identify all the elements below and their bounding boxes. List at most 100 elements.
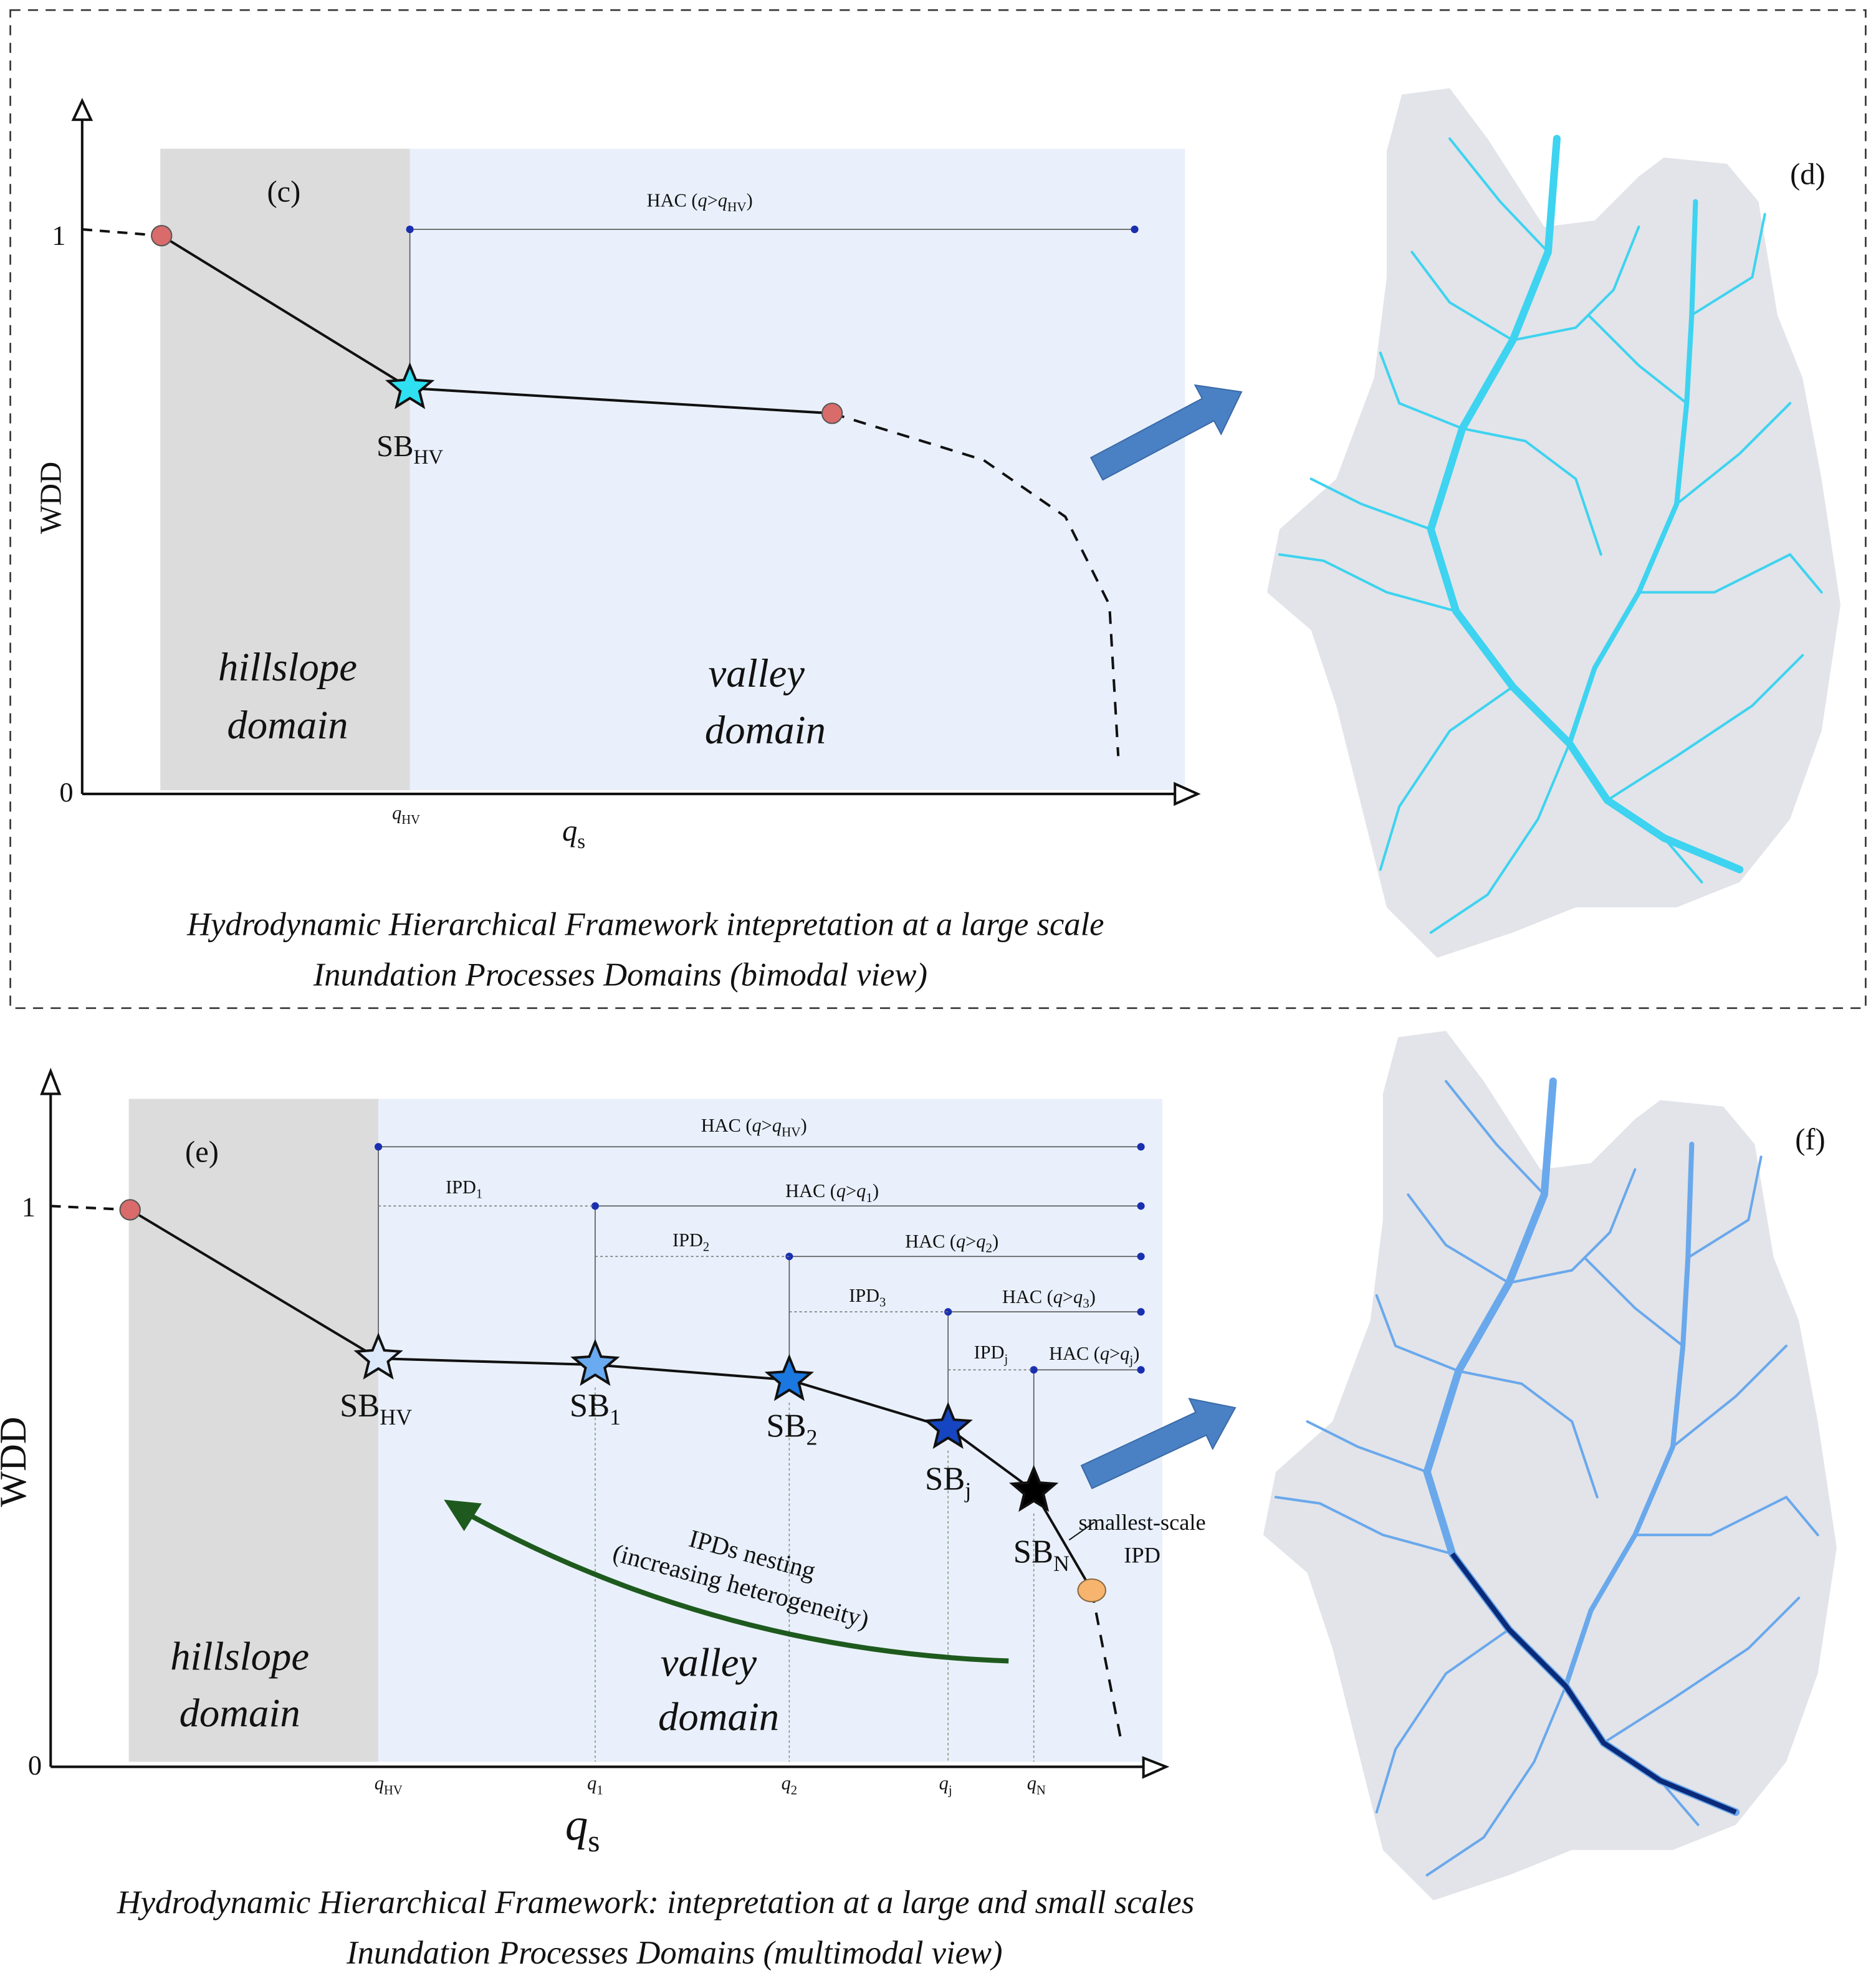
axis-arrow [71, 98, 93, 122]
label-main: IPD [446, 1177, 476, 1198]
label-sub: s [577, 831, 585, 853]
hac-part: q [718, 190, 727, 211]
label-main: SB [766, 1408, 806, 1444]
hac-label: HAC (q>qHV) [647, 190, 753, 215]
star-label: SB1 [570, 1388, 621, 1429]
hac-part: HAC ( [701, 1115, 752, 1136]
label-sub: N [1036, 1783, 1046, 1797]
label-sub: 2 [791, 1783, 797, 1797]
label: domain [227, 702, 348, 747]
hac-part: 1 [866, 1190, 873, 1205]
hac-part: q [836, 1180, 846, 1201]
label-sub: HV [380, 1405, 412, 1429]
hac-part: q [752, 1115, 761, 1136]
point [1077, 1578, 1106, 1603]
label-main: q [392, 803, 401, 824]
hac-part: HAC ( [905, 1231, 956, 1252]
dashed-curve [82, 228, 161, 237]
label-main: q [1027, 1773, 1036, 1794]
x-tick-label: qj [939, 1773, 952, 1798]
label: domain [705, 707, 826, 752]
x-tick-label: qHV [392, 803, 420, 828]
label-main: q [939, 1773, 949, 1794]
hac-part: 3 [1083, 1296, 1089, 1311]
x-tick-label: qN [1027, 1773, 1046, 1798]
label-main: SB [1013, 1534, 1053, 1570]
label: hillslope [170, 1634, 309, 1679]
x-tick-label: q1 [587, 1773, 603, 1798]
label: domain [658, 1694, 779, 1739]
panel-label: (e) [185, 1136, 219, 1169]
hac-part: q [698, 190, 707, 211]
hac-part: HV [782, 1125, 801, 1140]
dot [1137, 1253, 1145, 1261]
hac-part: HV [727, 199, 747, 214]
panel-frame [9, 9, 1867, 1009]
star-label: SBN [1013, 1534, 1070, 1576]
main-channel [1450, 1552, 1737, 1815]
label-sub: j [948, 1783, 952, 1797]
ipd-label: IPDj [974, 1342, 1008, 1367]
ipd-label: IPD3 [849, 1285, 886, 1310]
dot [406, 225, 414, 234]
label-sub: 2 [703, 1241, 709, 1254]
label-sub: N [1053, 1551, 1070, 1576]
hac-label: HAC (q>qHV) [701, 1115, 807, 1140]
label-sub: j [964, 1478, 971, 1503]
star-label: SBHV [340, 1388, 412, 1429]
panel-label: (d) [1790, 158, 1826, 191]
label: domain [179, 1691, 300, 1735]
label: valley [709, 651, 805, 695]
label-sub: HV [401, 813, 420, 827]
label-sub: 1 [476, 1188, 482, 1201]
hac-part: ) [1089, 1286, 1096, 1307]
hac-part: HAC ( [647, 190, 698, 211]
panel-label: (f) [1795, 1123, 1825, 1156]
star-label: SB2 [766, 1408, 817, 1449]
hac-part: > [1109, 1343, 1120, 1364]
hac-part: > [1063, 1286, 1073, 1307]
hac-part: > [707, 190, 718, 211]
hac-part: q [1073, 1286, 1083, 1307]
hac-part: ) [747, 190, 753, 211]
hac-part: > [846, 1180, 856, 1201]
valley-zone [378, 1099, 1162, 1762]
label-main: q [587, 1773, 596, 1794]
ipd-label: IPD1 [446, 1177, 482, 1201]
y-tick-label: 1 [22, 1191, 36, 1223]
y-axis-title: WDD [0, 1416, 34, 1507]
dashed-curve [831, 412, 1120, 757]
point [821, 403, 843, 424]
hac-part: > [762, 1115, 772, 1136]
axis-arrow [1174, 781, 1201, 806]
star-label: SBHV [376, 430, 443, 469]
hac-part: ) [873, 1180, 879, 1201]
dot [1137, 1143, 1145, 1151]
label-sub: HV [413, 446, 443, 469]
dot [375, 1143, 383, 1151]
hac-part: q [956, 1231, 965, 1252]
hac-label: HAC (q>q3) [1002, 1286, 1096, 1311]
label-sub: HV [384, 1783, 403, 1797]
y-axis-title: WDD [34, 462, 67, 534]
hillslope-zone [128, 1099, 379, 1762]
axis-arrow [40, 1067, 62, 1095]
label-main: SB [376, 430, 413, 463]
label-main: q [565, 1800, 588, 1850]
hac-label: HAC (q>qj) [1049, 1343, 1139, 1368]
hac-part: 2 [985, 1241, 992, 1256]
label: IPD [1124, 1543, 1161, 1568]
label: hillslope [218, 644, 357, 689]
label-sub: s [588, 1824, 600, 1858]
x-axis-title: qs [565, 1800, 600, 1858]
hac-part: ) [1133, 1343, 1139, 1364]
hac-part: q [1120, 1343, 1129, 1364]
dashed-curve [1090, 1590, 1124, 1746]
label-main: IPD [974, 1342, 1005, 1363]
hac-part: HAC ( [1002, 1286, 1053, 1307]
hac-part: > [965, 1231, 976, 1252]
y-tick-label: 0 [28, 1749, 42, 1780]
